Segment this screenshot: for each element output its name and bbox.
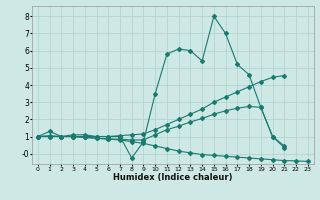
- X-axis label: Humidex (Indice chaleur): Humidex (Indice chaleur): [113, 173, 233, 182]
